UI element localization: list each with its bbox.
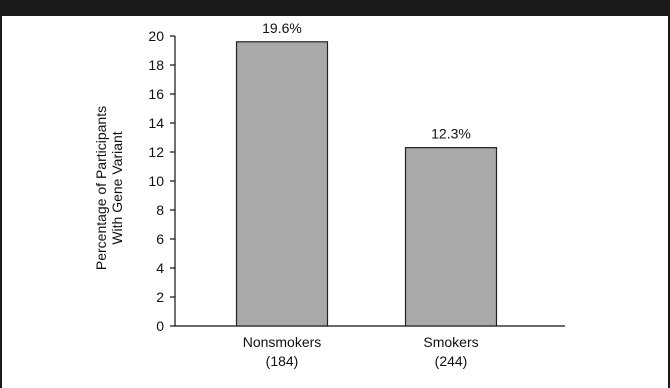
y-tick-label-5: 10 — [148, 173, 164, 189]
y-tick-label-4: 8 — [156, 202, 164, 218]
bars — [235, 41, 498, 327]
y-axis-title-line-1: Percentage of Participants — [93, 106, 109, 270]
labels: 19.6% Nonsmokers (184) 12.3% Smokers (244) — [243, 20, 479, 369]
category-count-1: (244) — [435, 353, 468, 369]
category-label-1: Smokers — [423, 334, 478, 350]
y-tick-label-3: 6 — [156, 231, 164, 247]
bar-nonsmokers — [235, 41, 329, 327]
data-label-0: 19.6% — [262, 20, 302, 36]
y-tick-label-0: 0 — [156, 318, 164, 334]
y-tick-label-2: 4 — [156, 260, 164, 276]
data-label-1: 12.3% — [431, 126, 471, 142]
bar-smokers — [404, 147, 498, 327]
y-tick-label-8: 16 — [148, 86, 164, 102]
y-axis-title-line-2: With Gene Variant — [109, 131, 125, 244]
axes: 0 2 4 6 8 10 12 14 16 18 20 — [148, 28, 565, 334]
category-count-0: (184) — [266, 353, 299, 369]
y-tick-label-1: 2 — [156, 289, 164, 305]
y-tick-label-6: 12 — [148, 144, 164, 160]
y-tick-label-10: 20 — [148, 28, 164, 44]
y-axis-title: Percentage of Participants With Gene Var… — [93, 106, 125, 270]
y-tick-label-9: 18 — [148, 57, 164, 73]
y-tick-label-7: 14 — [148, 115, 164, 131]
category-label-0: Nonsmokers — [243, 334, 322, 350]
